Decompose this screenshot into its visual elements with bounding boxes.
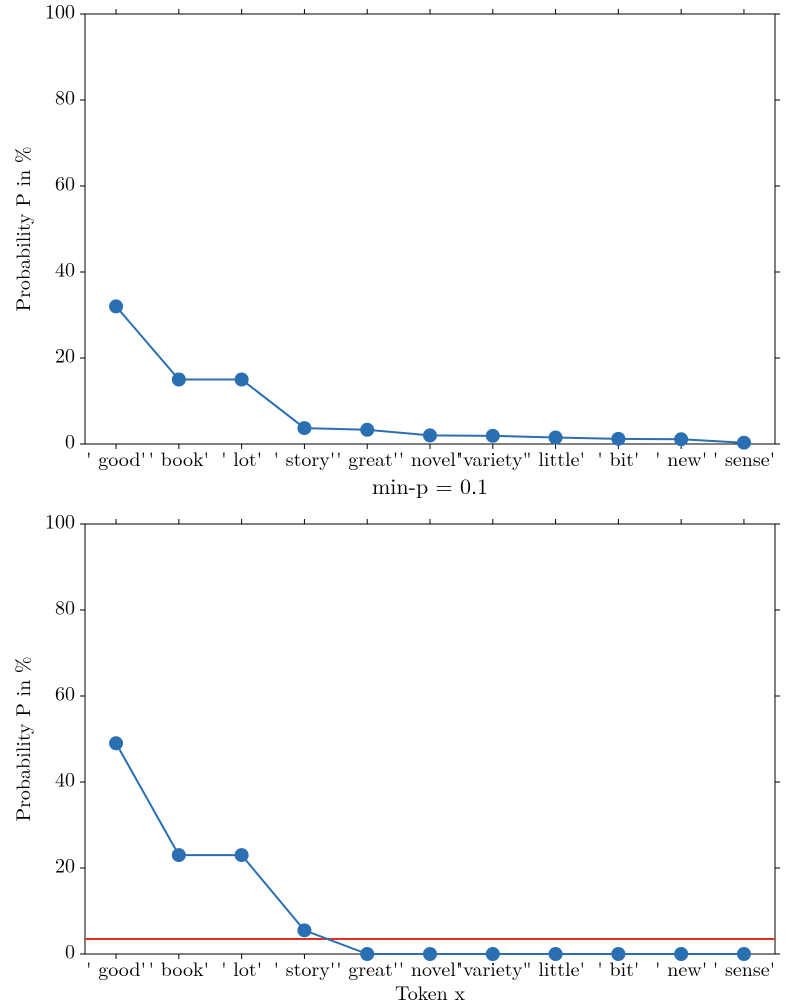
series-marker xyxy=(486,429,500,443)
series-marker xyxy=(423,947,437,961)
xtick-label: ' lot' xyxy=(221,953,262,982)
series-marker xyxy=(297,923,311,937)
xticks: ' good'' book' ' lot' ' story'' great'' no… xyxy=(86,9,775,472)
ytick-label: 40 xyxy=(55,253,75,282)
series-line xyxy=(116,743,744,954)
plot-frame xyxy=(85,524,775,954)
ylabel: Probability P in % xyxy=(7,656,36,821)
panel-2: 0 20 40 60 80 100 ' good'' book' ' lot' ' story'… xyxy=(7,505,780,1006)
series-marker xyxy=(737,947,751,961)
series-marker xyxy=(549,947,563,961)
xtick-label: ' story' xyxy=(273,443,335,472)
series-marker xyxy=(549,431,563,445)
series-marker xyxy=(674,947,688,961)
series-marker xyxy=(109,736,123,750)
xtick-label: 'variety' xyxy=(457,443,528,472)
series-marker xyxy=(423,428,437,442)
xtick-label: ' book' xyxy=(149,443,210,472)
ytick-label: 80 xyxy=(55,591,75,620)
series-marker xyxy=(611,947,625,961)
xtick-label: ' great' xyxy=(336,443,398,472)
series-marker xyxy=(360,423,374,437)
ytick-label: 0 xyxy=(65,425,75,454)
ytick-label: 60 xyxy=(55,167,75,196)
xtick-label: ' bit' xyxy=(597,443,639,472)
series-marker xyxy=(360,947,374,961)
series-marker xyxy=(674,432,688,446)
series-marker xyxy=(486,947,500,961)
series-marker xyxy=(235,373,249,387)
ytick-label: 100 xyxy=(45,0,75,24)
ytick-label: 20 xyxy=(55,339,75,368)
series-marker xyxy=(737,436,751,450)
xtick-label: ' good' xyxy=(86,953,146,982)
xticks: ' good'' book'' lot'' story'' great'' no… xyxy=(86,519,775,982)
ytick-label: 40 xyxy=(55,763,75,792)
ytick-label: 80 xyxy=(55,81,75,110)
xtick-label: ' new' xyxy=(655,443,707,472)
figure-container: 020406080100' good'' book'' lot'' story'… xyxy=(0,0,794,1007)
xtick-label: ' book' xyxy=(149,953,210,982)
series-marker xyxy=(172,373,186,387)
xtick-label: ' little' xyxy=(526,443,585,472)
ytick-label: 0 xyxy=(65,935,75,964)
xtick-label: ' lot' xyxy=(221,443,262,472)
panel-1: 0 20 40 60 80 100 ' good'' book' ' lot' ' story'… xyxy=(7,0,780,472)
ytick-label: 100 xyxy=(45,505,75,534)
ytick-label: 20 xyxy=(55,849,75,878)
mid-title: min-p = 0.1 xyxy=(372,470,488,501)
series-marker xyxy=(109,299,123,313)
ylabel: Probability P in % xyxy=(7,146,36,311)
xlabel: Token x xyxy=(395,977,465,1006)
xtick-label: ' good' xyxy=(86,443,146,472)
series-marker xyxy=(297,421,311,435)
series-line xyxy=(116,306,744,442)
xtick-label: ' story' xyxy=(273,953,335,982)
series-marker xyxy=(172,848,186,862)
series-marker xyxy=(235,848,249,862)
chart-svg: 020406080100' good'' book'' lot'' story'… xyxy=(0,0,794,1007)
xtick-label: ' novel' xyxy=(399,443,462,472)
ytick-label: 60 xyxy=(55,677,75,706)
series-marker xyxy=(611,432,625,446)
